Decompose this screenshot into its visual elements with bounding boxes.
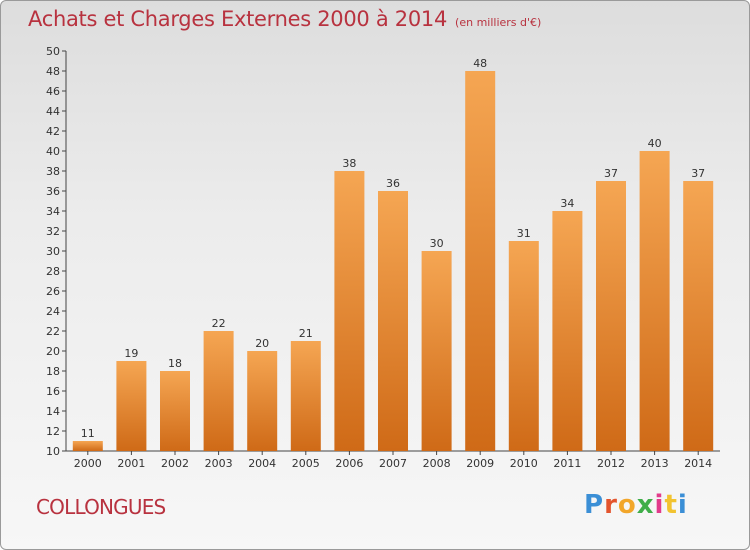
bar (247, 351, 278, 451)
bar (683, 181, 714, 451)
bar-value-label: 34 (560, 197, 574, 210)
bar-value-label: 38 (342, 157, 356, 170)
y-tick-label: 16 (46, 385, 60, 398)
chart-title: Achats et Charges Externes 2000 à 2014 (e… (28, 7, 542, 31)
bar-value-label: 31 (517, 227, 531, 240)
y-tick-label: 10 (46, 445, 60, 458)
bar-value-label: 30 (430, 237, 444, 250)
y-tick-label: 12 (46, 425, 60, 438)
bar-value-label: 37 (604, 167, 618, 180)
x-tick-label: 2006 (335, 457, 363, 470)
y-tick-label: 18 (46, 365, 60, 378)
y-tick-label: 28 (46, 265, 60, 278)
y-tick-label: 36 (46, 185, 60, 198)
y-tick-label: 50 (46, 45, 60, 58)
x-tick-label: 2002 (161, 457, 189, 470)
bar-value-label: 11 (81, 427, 95, 440)
bar-value-label: 40 (648, 137, 662, 150)
chart-subtitle: (en milliers d'€) (455, 16, 542, 29)
bar (508, 241, 539, 451)
x-tick-label: 2004 (248, 457, 276, 470)
bar (116, 361, 147, 451)
bar (552, 211, 583, 451)
bar (203, 331, 234, 451)
y-tick-label: 32 (46, 225, 60, 238)
bar-value-label: 20 (255, 337, 269, 350)
bar (72, 441, 103, 451)
logo-letter: x (636, 490, 655, 520)
x-tick-label: 2005 (292, 457, 320, 470)
x-tick-label: 2012 (597, 457, 625, 470)
y-tick-label: 40 (46, 145, 60, 158)
bar-value-label: 22 (212, 317, 226, 330)
commune-name: COLLONGUES (36, 495, 166, 519)
y-tick-label: 38 (46, 165, 60, 178)
x-tick-label: 2010 (510, 457, 538, 470)
y-tick-label: 14 (46, 405, 60, 418)
logo-letter: i (654, 490, 665, 520)
x-tick-label: 2000 (74, 457, 102, 470)
y-tick-label: 34 (46, 205, 60, 218)
logo-letter: o (617, 490, 637, 520)
bar-value-label: 19 (124, 347, 138, 360)
logo-letter: P (584, 490, 605, 520)
y-tick-label: 24 (46, 305, 60, 318)
x-tick-label: 2009 (466, 457, 494, 470)
bar-value-label: 37 (691, 167, 705, 180)
y-tick-label: 46 (46, 85, 60, 98)
x-tick-label: 2007 (379, 457, 407, 470)
bar (160, 371, 190, 451)
y-tick-label: 22 (46, 325, 60, 338)
bar (596, 181, 626, 451)
bar-value-label: 18 (168, 357, 182, 370)
y-tick-label: 30 (46, 245, 60, 258)
x-tick-label: 2011 (553, 457, 581, 470)
x-tick-label: 2014 (684, 457, 712, 470)
x-tick-label: 2008 (423, 457, 451, 470)
bar-value-label: 36 (386, 177, 400, 190)
y-tick-label: 20 (46, 345, 60, 358)
logo-letter: r (604, 490, 618, 520)
y-tick-label: 26 (46, 285, 60, 298)
bar (465, 71, 496, 451)
bar-value-label: 21 (299, 327, 313, 340)
y-tick-label: 44 (46, 105, 60, 118)
bar (378, 191, 408, 451)
x-tick-label: 2001 (117, 457, 145, 470)
y-tick-label: 48 (46, 65, 60, 78)
x-tick-label: 2013 (641, 457, 669, 470)
bar (421, 251, 452, 451)
logo-letter: i (677, 490, 688, 520)
y-tick-label: 42 (46, 125, 60, 138)
bar (334, 171, 365, 451)
logo-letter: t (664, 490, 678, 520)
bar (290, 341, 321, 451)
bar-value-label: 48 (473, 57, 487, 70)
proxiti-logo: Proxiti (584, 490, 688, 520)
bar (639, 151, 670, 451)
x-tick-label: 2003 (205, 457, 233, 470)
